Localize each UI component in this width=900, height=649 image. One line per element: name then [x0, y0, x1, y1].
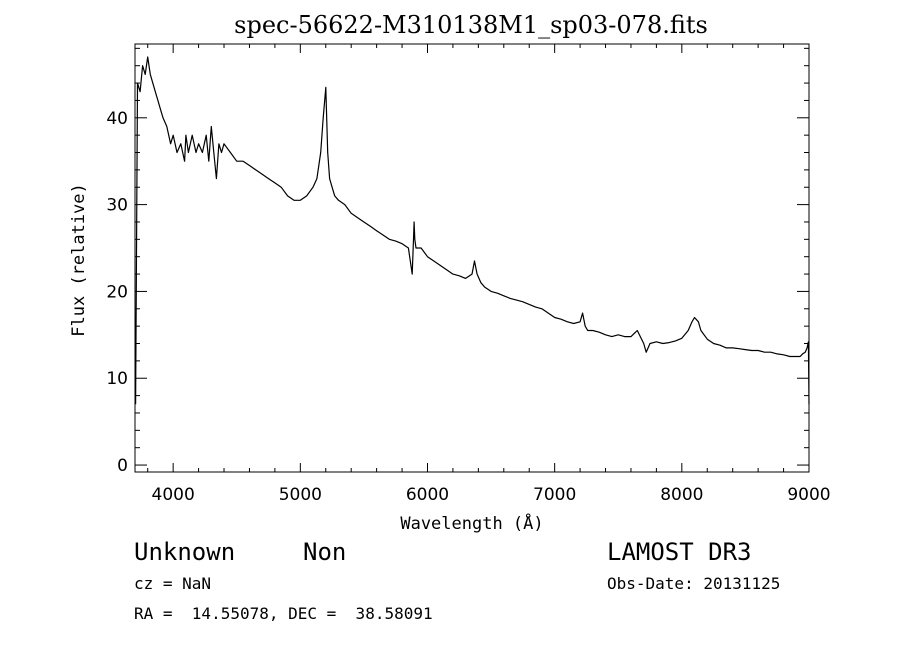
spectrum-line: [135, 56, 810, 405]
y-tick-label: 20: [106, 282, 128, 302]
y-tick-label: 10: [106, 369, 128, 389]
x-tick-label: 4000: [152, 485, 195, 505]
plot-axes: [134, 43, 810, 473]
x-tick-label: 8000: [660, 485, 703, 505]
y-tick-label: 30: [106, 196, 128, 216]
x-axis-label: Wavelength (Å): [400, 512, 543, 534]
x-tick-label: 6000: [406, 485, 449, 505]
obs-date-text: Obs-Date: 20131125: [607, 574, 781, 593]
plot-frame: [134, 43, 810, 473]
survey-name: LAMOST DR3: [607, 538, 752, 566]
x-tick-label: 9000: [787, 485, 830, 505]
y-tick-label: 0: [117, 456, 128, 476]
series-group: [135, 56, 810, 405]
object-subclass: Non: [303, 538, 347, 566]
axis-ticks: 4000 5000 6000 7000 8000 9000 0 10 20 30 40: [106, 44, 831, 505]
x-tick-label: 5000: [279, 485, 322, 505]
redshift-text: cz = NaN: [134, 574, 212, 593]
x-tick-label: 7000: [533, 485, 576, 505]
y-tick-label: 40: [106, 109, 128, 129]
coordinates-text: RA = 14.55078, DEC = 38.58091: [134, 604, 433, 623]
object-class: Unknown: [134, 538, 236, 566]
chart-title: spec-56622-M310138M1_sp03-078.fits: [234, 11, 708, 39]
y-axis-label: Flux (relative): [69, 183, 89, 337]
